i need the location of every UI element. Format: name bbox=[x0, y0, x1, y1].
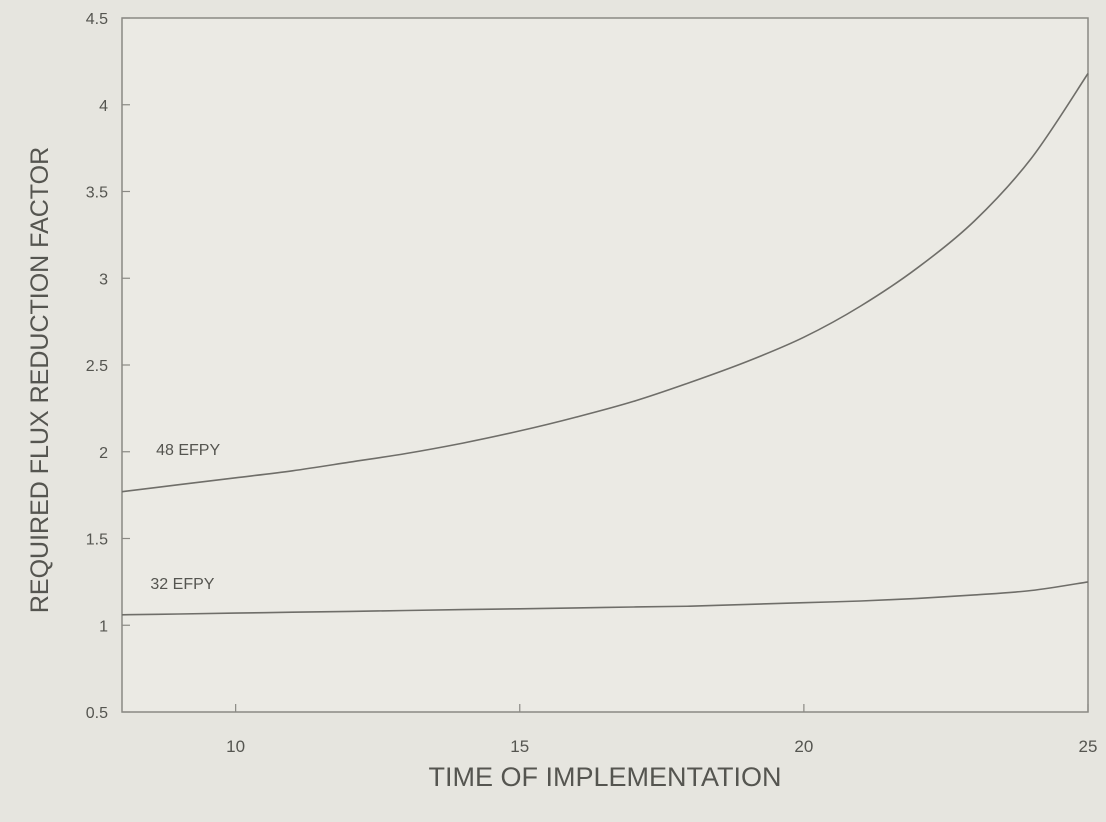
plot-area bbox=[121, 17, 1089, 713]
x-axis: 10 15 20 25 bbox=[226, 704, 1097, 756]
series-annotation: 48 EFPY bbox=[156, 442, 220, 459]
y-axis-label: REQUIRED FLUX REDUCTION FACTOR bbox=[26, 147, 54, 613]
x-tick-label: 25 bbox=[1079, 737, 1098, 756]
y-tick-label: 3 bbox=[99, 271, 108, 288]
annotation-layer: 48 EFPY 32 EFPY bbox=[150, 442, 220, 593]
series-layer bbox=[121, 73, 1089, 616]
x-tick-label: 15 bbox=[510, 737, 529, 756]
x-axis-label: TIME OF IMPLEMENTATION bbox=[428, 762, 781, 792]
y-tick-label: 1.5 bbox=[86, 532, 108, 549]
series-annotation: 32 EFPY bbox=[150, 576, 214, 593]
x-tick-label: 10 bbox=[226, 737, 245, 756]
series-line-48-efpy bbox=[121, 73, 1089, 493]
y-tick-label: 4.5 bbox=[86, 11, 108, 28]
y-axis: 0.5 1 1.5 2 2.5 3 3.5 4 4.5 bbox=[86, 11, 130, 722]
y-tick-label: 0.5 bbox=[86, 705, 108, 722]
y-tick-label: 4 bbox=[99, 98, 108, 115]
series-line-32-efpy bbox=[121, 581, 1089, 616]
y-tick-label: 3.5 bbox=[86, 185, 108, 202]
y-tick-label: 2.5 bbox=[86, 358, 108, 375]
y-tick-label: 2 bbox=[99, 445, 108, 462]
x-tick-label: 20 bbox=[794, 737, 813, 756]
y-tick-label: 1 bbox=[99, 618, 108, 635]
